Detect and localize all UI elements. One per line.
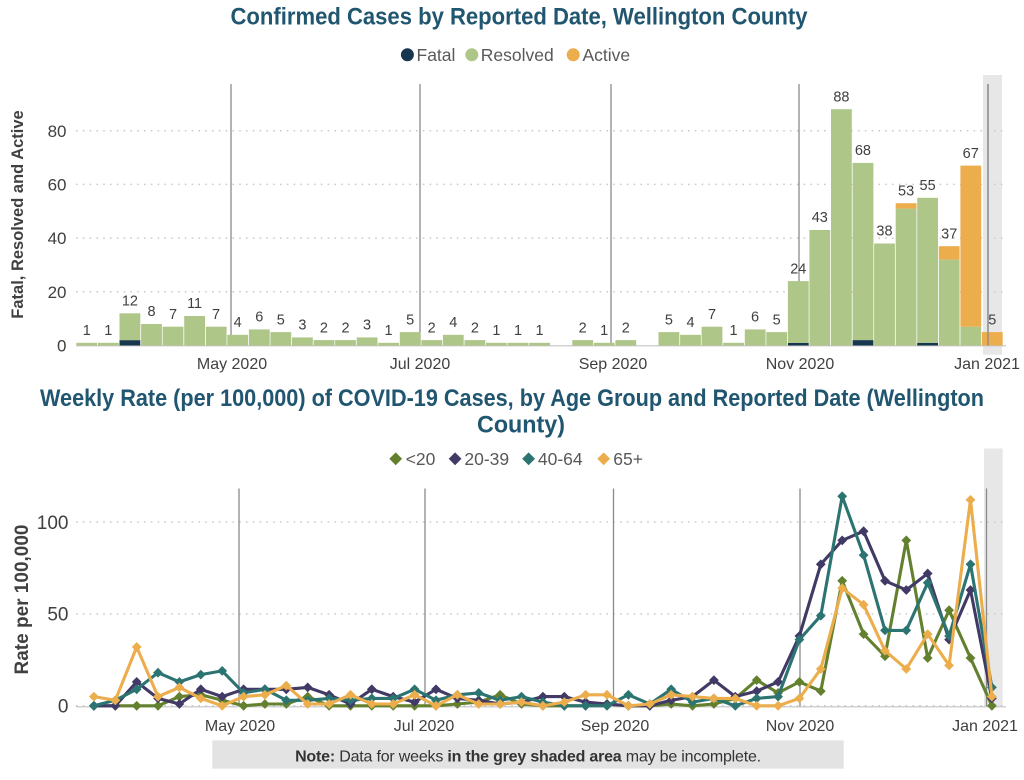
- svg-text:Active: Active: [583, 45, 631, 65]
- svg-text:4: 4: [449, 315, 457, 331]
- svg-text:Fatal, Resolved and Active: Fatal, Resolved and Active: [9, 110, 27, 318]
- svg-text:Jan 2021: Jan 2021: [954, 356, 1020, 373]
- svg-text:Jul 2020: Jul 2020: [394, 718, 455, 735]
- svg-text:1: 1: [600, 323, 608, 339]
- svg-text:Jul 2020: Jul 2020: [390, 356, 451, 373]
- svg-text:5: 5: [988, 312, 996, 328]
- svg-text:May 2020: May 2020: [197, 356, 267, 373]
- svg-text:Sep 2020: Sep 2020: [581, 718, 650, 735]
- svg-text:Fatal: Fatal: [417, 45, 456, 65]
- svg-text:5: 5: [406, 312, 414, 328]
- svg-text:7: 7: [708, 307, 716, 323]
- svg-text:2: 2: [428, 320, 436, 336]
- svg-text:0: 0: [57, 337, 66, 356]
- svg-text:65+: 65+: [613, 449, 643, 469]
- svg-text:1: 1: [514, 323, 522, 339]
- svg-text:3: 3: [298, 318, 306, 334]
- svg-text:7: 7: [169, 307, 177, 323]
- svg-text:2: 2: [341, 320, 349, 336]
- svg-text:1: 1: [83, 323, 91, 339]
- svg-text:40: 40: [48, 229, 67, 248]
- svg-text:Jan 2021: Jan 2021: [952, 718, 1018, 735]
- svg-text:4: 4: [686, 315, 694, 331]
- svg-text:12: 12: [122, 294, 138, 310]
- svg-text:1: 1: [385, 323, 393, 339]
- svg-text:3: 3: [363, 318, 371, 334]
- svg-text:Rate per 100,000: Rate per 100,000: [12, 525, 33, 675]
- svg-text:Weekly Rate (per 100,000) of C: Weekly Rate (per 100,000) of COVID-19 Ca…: [40, 385, 984, 412]
- svg-text:Sep 2020: Sep 2020: [579, 356, 648, 373]
- svg-text:60: 60: [48, 176, 67, 195]
- svg-text:2: 2: [579, 320, 587, 336]
- svg-text:2: 2: [320, 320, 328, 336]
- svg-text:Note: Data for weeks in the gr: Note: Data for weeks in the grey shaded …: [295, 749, 761, 766]
- svg-text:7: 7: [212, 307, 220, 323]
- svg-text:<20: <20: [406, 449, 436, 469]
- svg-text:55: 55: [920, 178, 936, 194]
- svg-text:20: 20: [48, 283, 67, 302]
- svg-text:37: 37: [941, 226, 957, 242]
- svg-text:0: 0: [58, 697, 69, 718]
- svg-text:1: 1: [535, 323, 543, 339]
- svg-text:80: 80: [48, 122, 67, 141]
- svg-text:2: 2: [622, 320, 630, 336]
- svg-text:8: 8: [147, 304, 155, 320]
- svg-text:50: 50: [47, 605, 68, 626]
- svg-text:68: 68: [855, 143, 871, 159]
- svg-text:1: 1: [492, 323, 500, 339]
- svg-text:40-64: 40-64: [538, 449, 583, 469]
- svg-text:88: 88: [833, 89, 849, 105]
- svg-text:24: 24: [790, 261, 806, 277]
- svg-text:53: 53: [898, 183, 914, 199]
- svg-text:6: 6: [751, 310, 759, 326]
- svg-text:38: 38: [876, 224, 892, 240]
- svg-text:67: 67: [963, 146, 979, 162]
- svg-text:6: 6: [255, 310, 263, 326]
- svg-text:Nov 2020: Nov 2020: [766, 718, 835, 735]
- svg-text:County): County): [477, 412, 565, 439]
- svg-text:4: 4: [234, 315, 242, 331]
- svg-text:11: 11: [187, 296, 202, 312]
- svg-text:20-39: 20-39: [464, 449, 509, 469]
- svg-text:5: 5: [665, 312, 673, 328]
- svg-text:1: 1: [730, 323, 738, 339]
- svg-text:Confirmed Cases by Reported Da: Confirmed Cases by Reported Date, Wellin…: [231, 4, 809, 31]
- svg-text:100: 100: [37, 513, 69, 534]
- svg-text:43: 43: [812, 210, 828, 226]
- svg-text:May 2020: May 2020: [205, 718, 275, 735]
- svg-text:1: 1: [104, 323, 112, 339]
- svg-text:Nov 2020: Nov 2020: [766, 356, 835, 373]
- svg-text:5: 5: [773, 312, 781, 328]
- svg-text:5: 5: [277, 312, 285, 328]
- svg-text:2: 2: [471, 320, 479, 336]
- svg-text:Resolved: Resolved: [481, 45, 554, 65]
